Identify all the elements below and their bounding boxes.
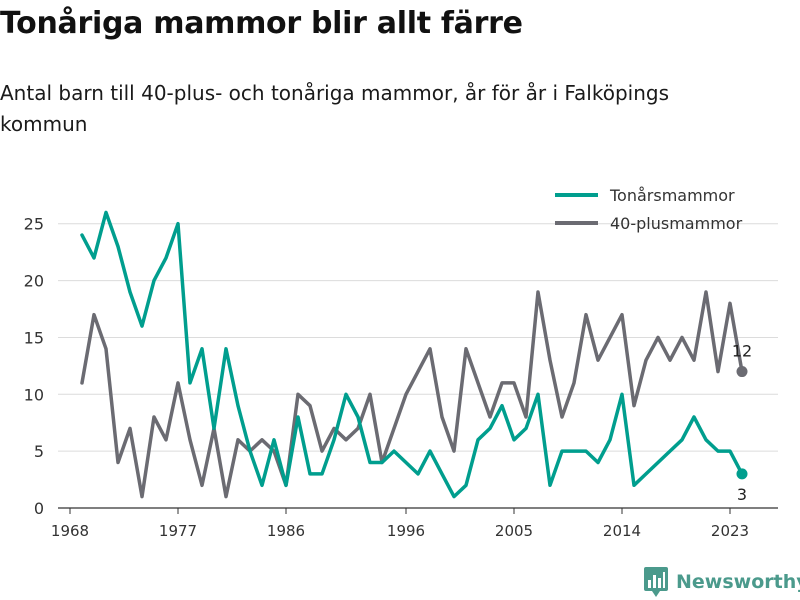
chart-subtitle: Antal barn till 40-plus- och tonåriga ma… — [0, 81, 669, 136]
end-label-1: 12 — [732, 342, 752, 361]
x-tick-label: 2023 — [711, 522, 749, 540]
chart-title: Tonåriga mammor blir allt färre — [0, 6, 523, 41]
end-point-0 — [736, 468, 748, 480]
x-tick-label: 2014 — [603, 522, 641, 540]
end-label-0: 3 — [737, 485, 747, 504]
x-tick-label: 1996 — [387, 522, 425, 540]
end-point-1 — [736, 366, 748, 378]
series-line-1 — [80, 290, 744, 499]
x-axis: 1968 1977 1986 1996 2005 2014 2023 — [51, 507, 778, 540]
x-tick-label: 1968 — [51, 522, 89, 540]
series-lines: 12 3 — [80, 210, 752, 504]
x-tick-label: 2005 — [495, 522, 533, 540]
y-tick-label: 5 — [34, 442, 44, 461]
legend-label: Tonårsmammor — [609, 186, 735, 205]
y-tick-label: 10 — [24, 385, 44, 404]
y-axis: 0 5 10 15 20 25 — [24, 215, 44, 518]
brand-logo: Newsworthy — [644, 566, 800, 598]
y-tick-label: 15 — [24, 328, 44, 347]
legend: Tonårsmammor 40-plusmammor — [555, 186, 743, 233]
y-tick-label: 25 — [24, 215, 44, 234]
legend-label: 40-plusmammor — [610, 214, 743, 233]
x-tick-label: 1977 — [159, 522, 197, 540]
y-tick-label: 20 — [24, 272, 44, 291]
y-tick-label: 0 — [34, 499, 44, 518]
newsworthy-logo-icon — [644, 567, 668, 597]
x-tick-label: 1986 — [267, 522, 305, 540]
series-line-0 — [80, 210, 744, 499]
brand-name: Newsworthy — [676, 571, 800, 593]
